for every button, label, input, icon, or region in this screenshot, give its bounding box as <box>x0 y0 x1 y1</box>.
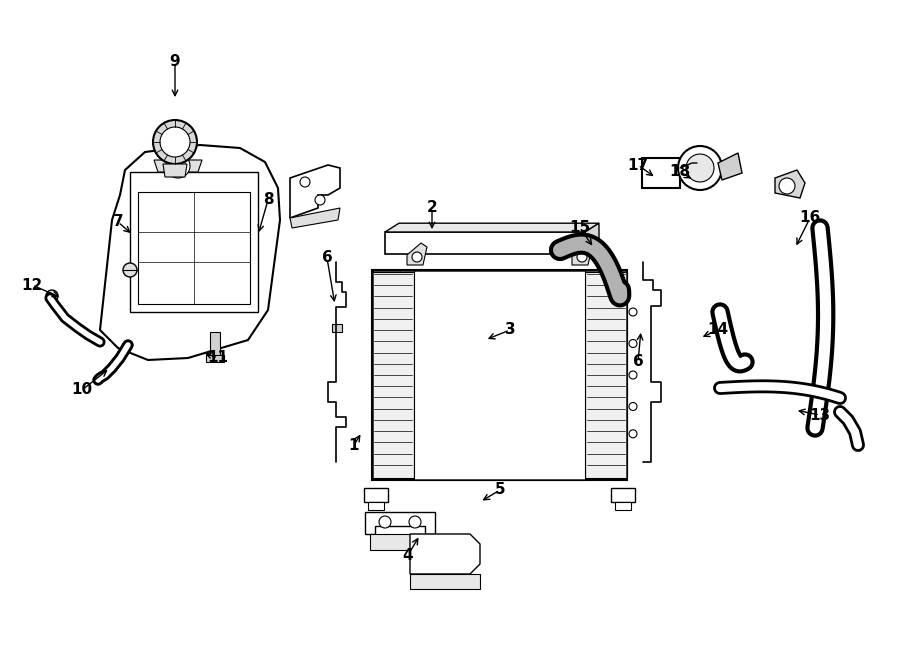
Polygon shape <box>365 512 435 534</box>
Polygon shape <box>364 488 388 502</box>
Polygon shape <box>368 502 384 510</box>
Polygon shape <box>130 172 258 312</box>
Polygon shape <box>138 192 250 304</box>
Text: 17: 17 <box>627 157 649 173</box>
Text: 7: 7 <box>112 215 123 229</box>
Circle shape <box>678 146 722 190</box>
Circle shape <box>550 240 570 260</box>
Circle shape <box>821 323 831 333</box>
Text: 10: 10 <box>71 383 93 397</box>
Circle shape <box>123 263 137 277</box>
Polygon shape <box>414 270 585 480</box>
Polygon shape <box>100 145 280 360</box>
Text: 8: 8 <box>263 192 274 208</box>
Circle shape <box>779 178 795 194</box>
Text: 6: 6 <box>633 354 643 369</box>
Text: 3: 3 <box>505 323 516 338</box>
Circle shape <box>315 195 325 205</box>
Polygon shape <box>407 243 427 265</box>
Polygon shape <box>290 165 340 218</box>
Polygon shape <box>775 170 805 198</box>
Polygon shape <box>585 272 627 478</box>
Circle shape <box>577 252 587 262</box>
Polygon shape <box>572 243 592 265</box>
Circle shape <box>819 263 829 273</box>
Polygon shape <box>370 534 430 550</box>
Circle shape <box>170 158 186 174</box>
Circle shape <box>379 516 391 528</box>
Text: 5: 5 <box>495 483 505 498</box>
Circle shape <box>615 292 625 301</box>
Circle shape <box>166 154 190 178</box>
Circle shape <box>686 154 714 182</box>
Circle shape <box>300 177 310 187</box>
Circle shape <box>629 371 637 379</box>
Polygon shape <box>385 232 585 254</box>
Polygon shape <box>372 272 414 478</box>
Text: 11: 11 <box>208 350 229 366</box>
Text: 2: 2 <box>427 200 437 215</box>
Text: 6: 6 <box>321 251 332 266</box>
Polygon shape <box>410 534 480 574</box>
Circle shape <box>629 430 637 438</box>
Circle shape <box>596 249 606 259</box>
Text: 18: 18 <box>670 165 690 180</box>
Polygon shape <box>210 332 220 358</box>
Circle shape <box>629 308 637 316</box>
Polygon shape <box>163 164 187 177</box>
Circle shape <box>629 403 637 410</box>
Polygon shape <box>611 488 635 502</box>
Circle shape <box>153 120 197 164</box>
Polygon shape <box>615 502 631 510</box>
Circle shape <box>629 340 637 348</box>
Circle shape <box>737 354 753 370</box>
Polygon shape <box>206 355 224 362</box>
Text: 9: 9 <box>170 54 180 69</box>
Circle shape <box>46 290 58 302</box>
Circle shape <box>409 516 421 528</box>
Polygon shape <box>585 223 599 254</box>
Circle shape <box>412 252 422 262</box>
Polygon shape <box>290 208 340 228</box>
Text: 13: 13 <box>809 407 831 422</box>
Polygon shape <box>410 574 480 589</box>
Text: 4: 4 <box>402 547 413 563</box>
Text: 12: 12 <box>22 278 42 293</box>
Polygon shape <box>385 223 599 232</box>
Circle shape <box>160 127 190 157</box>
Circle shape <box>609 277 619 287</box>
Text: 1: 1 <box>349 438 359 453</box>
Polygon shape <box>372 270 627 480</box>
Text: 15: 15 <box>570 221 590 235</box>
Circle shape <box>573 239 583 249</box>
Text: 16: 16 <box>799 210 821 225</box>
Circle shape <box>712 304 728 320</box>
Polygon shape <box>642 158 680 188</box>
Text: 14: 14 <box>707 323 729 338</box>
Circle shape <box>815 383 825 393</box>
Polygon shape <box>332 324 342 332</box>
Polygon shape <box>718 153 742 180</box>
Polygon shape <box>154 160 202 172</box>
